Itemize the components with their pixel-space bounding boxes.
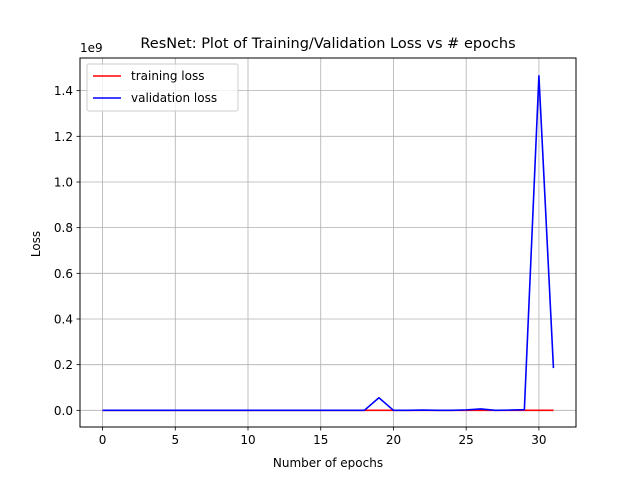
x-tick-label: 30 (531, 433, 546, 447)
x-tick-label: 5 (171, 433, 179, 447)
chart-title: ResNet: Plot of Training/Validation Loss… (140, 36, 515, 52)
y-tick-label: 1.2 (54, 130, 73, 144)
y-tick-label: 0.0 (54, 404, 73, 418)
axes-frame (79, 57, 577, 428)
legend-label-validation-loss: validation loss (131, 91, 217, 105)
y-tick-label: 0.6 (54, 267, 73, 281)
y-tick-label: 0.4 (54, 312, 73, 326)
x-axis-label: Number of epochs (273, 456, 383, 470)
x-tick-label: 10 (240, 433, 255, 447)
y-tick-label: 1.0 (54, 175, 73, 189)
legend-box (86, 63, 239, 112)
x-tick-label: 0 (99, 433, 107, 447)
x-tick-label: 15 (313, 433, 328, 447)
series-lines (102, 75, 555, 412)
y-tick-label: 0.2 (54, 358, 73, 372)
legend: training loss validation loss (86, 63, 239, 112)
y-tick-label: 0.8 (54, 221, 73, 235)
y-axis-multiplier: 1e9 (80, 41, 103, 55)
y-axis-label: Loss (29, 231, 43, 257)
x-tick-label: 25 (459, 433, 474, 447)
y-tick-label: 1.4 (54, 84, 73, 98)
ticks: 0 5 10 15 20 25 30 0.0 0.2 0.4 0.6 0.8 1.0 1.2 1.4 (54, 84, 547, 447)
legend-label-training-loss: training loss (131, 69, 204, 83)
series-line-validation-loss (102, 75, 555, 412)
x-tick-label: 20 (386, 433, 401, 447)
